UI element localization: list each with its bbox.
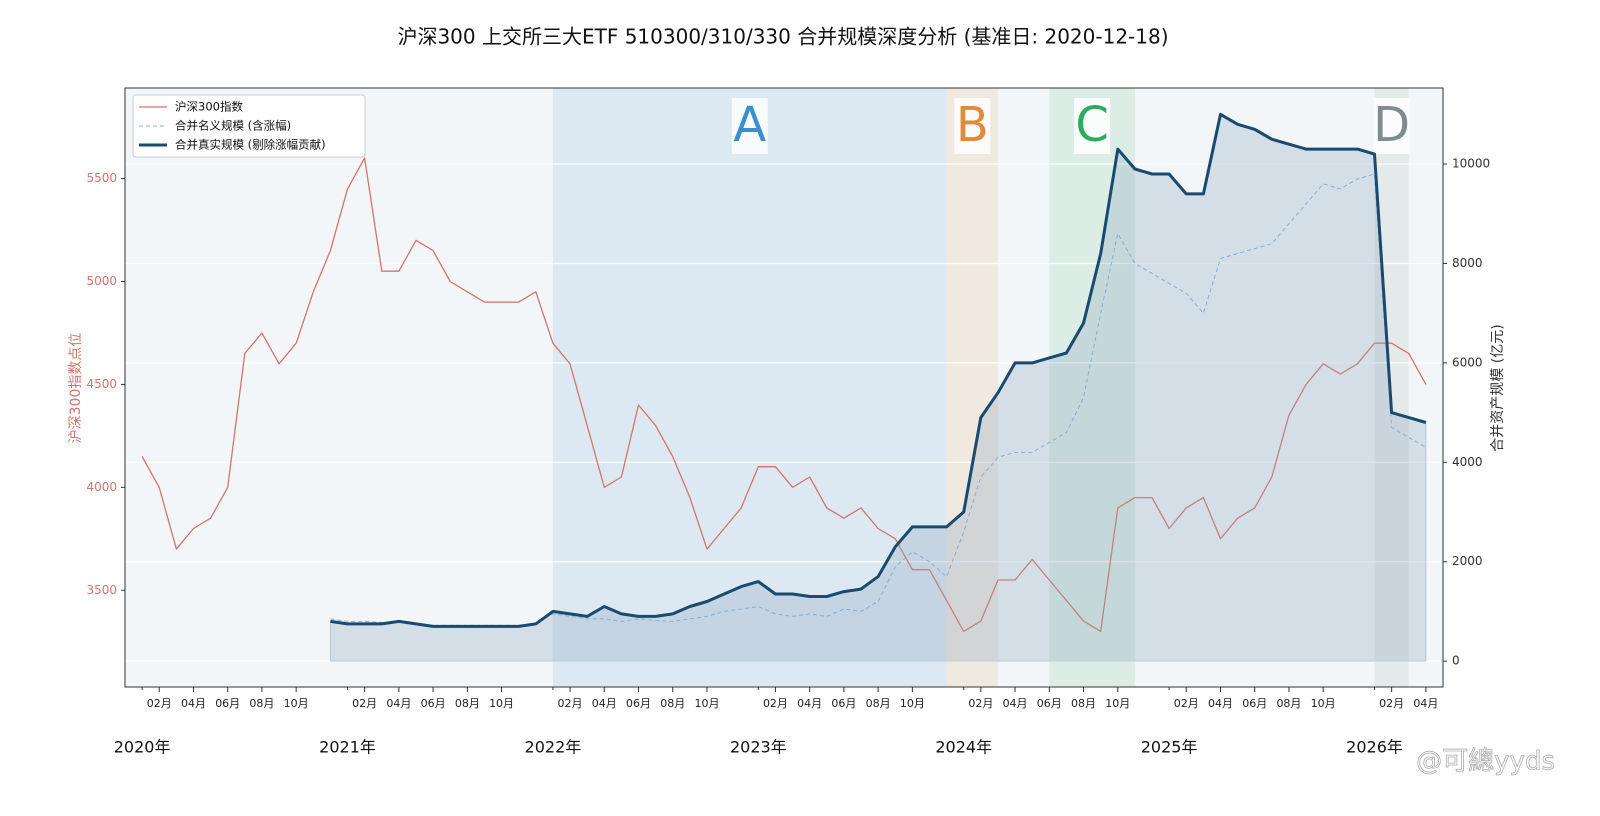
region-label-box <box>731 98 768 154</box>
x-major-tick-label: 2026年 <box>1346 738 1403 757</box>
y2-tick-label: 6000 <box>1452 355 1483 369</box>
region <box>1049 88 1135 687</box>
x-tick-label: 06月 <box>626 697 651 710</box>
x-tick-label: 02月 <box>763 697 788 710</box>
legend-label: 沪深300指数 <box>175 100 243 114</box>
region-label-box <box>1074 98 1111 154</box>
region <box>946 88 998 687</box>
x-tick-label: 04月 <box>1413 697 1438 710</box>
y2-axis-label: 合并资产规模 (亿元) <box>1490 324 1506 451</box>
y-tick-label: 5000 <box>86 274 117 288</box>
x-tick-label: 08月 <box>866 697 891 710</box>
x-major-tick-label: 2020年 <box>114 738 171 757</box>
line <box>330 112 1427 628</box>
x-tick-label: 08月 <box>1071 697 1096 710</box>
x-tick-label: 02月 <box>1174 697 1199 710</box>
x-tick-label: 04月 <box>386 697 411 710</box>
plot-area: A B C D <box>125 88 1443 687</box>
watermark: @可總yyds <box>1416 747 1555 777</box>
region-label-box <box>954 98 991 154</box>
y2-tick-label: 0 <box>1452 654 1460 668</box>
plot-background <box>125 88 1443 687</box>
region-label: B <box>956 97 989 153</box>
x-tick-label: 06月 <box>831 697 856 710</box>
region-label: A <box>733 97 766 153</box>
y2-tick-label: 10000 <box>1452 157 1490 171</box>
y2-tick-label: 4000 <box>1452 455 1483 469</box>
x-tick-label: 02月 <box>558 697 583 710</box>
x-tick-label: 04月 <box>1003 697 1028 710</box>
x-tick-label: 06月 <box>1242 697 1267 710</box>
x-tick-label: 04月 <box>181 697 206 710</box>
x-tick-label: 08月 <box>1276 697 1301 710</box>
x-major-tick-label: 2021年 <box>319 738 376 757</box>
x-tick-label: 02月 <box>1379 697 1404 710</box>
x-tick-label: 10月 <box>1105 697 1130 710</box>
x-major-tick-label: 2022年 <box>525 738 582 757</box>
x-tick-label: 08月 <box>249 697 274 710</box>
legend-label: 合并名义规模 (含涨幅) <box>175 119 291 133</box>
x-tick-label: 10月 <box>489 697 514 710</box>
y-axis-label: 沪深300指数点位 <box>68 333 84 444</box>
y2-tick-label: 2000 <box>1452 554 1483 568</box>
x-tick-label: 06月 <box>421 697 446 710</box>
legend-box <box>132 94 366 158</box>
x-tick-label: 10月 <box>900 697 925 710</box>
x-tick-label: 04月 <box>592 697 617 710</box>
y-tick-label: 5500 <box>86 171 117 185</box>
chart-title: 沪深300 上交所三大ETF 510300/310/330 合并规模深度分析 (… <box>397 25 1168 49</box>
region-label-box <box>1373 98 1410 154</box>
x-tick-label: 10月 <box>694 697 719 710</box>
region <box>552 88 947 687</box>
x-tick-label: 08月 <box>660 697 685 710</box>
x-tick-label: 04月 <box>1208 697 1233 710</box>
y-tick-label: 4000 <box>86 480 117 494</box>
region-label: C <box>1075 97 1109 153</box>
x-tick-label: 02月 <box>352 697 377 710</box>
x-tick-label: 02月 <box>147 697 172 710</box>
x-major-tick-label: 2024年 <box>935 738 992 757</box>
x-tick-label: 06月 <box>1037 697 1062 710</box>
y-tick-label: 3500 <box>86 583 117 597</box>
y2-tick-label: 8000 <box>1452 256 1483 270</box>
region <box>1374 88 1409 687</box>
x-tick-label: 02月 <box>968 697 993 710</box>
x-tick-label: 10月 <box>284 697 309 710</box>
y-tick-label: 4500 <box>86 377 117 391</box>
line <box>141 157 1427 633</box>
x-tick-label: 10月 <box>1311 697 1336 710</box>
region-label: D <box>1373 97 1410 153</box>
x-tick-label: 04月 <box>797 697 822 710</box>
x-major-tick-label: 2025年 <box>1141 738 1198 757</box>
x-tick-label: 08月 <box>455 697 480 710</box>
x-tick-label: 06月 <box>215 697 240 710</box>
legend-label: 合并真实规模 (剔除涨幅贡献) <box>175 138 326 152</box>
x-major-tick-label: 2023年 <box>730 738 787 757</box>
axes-frame <box>124 87 1444 688</box>
